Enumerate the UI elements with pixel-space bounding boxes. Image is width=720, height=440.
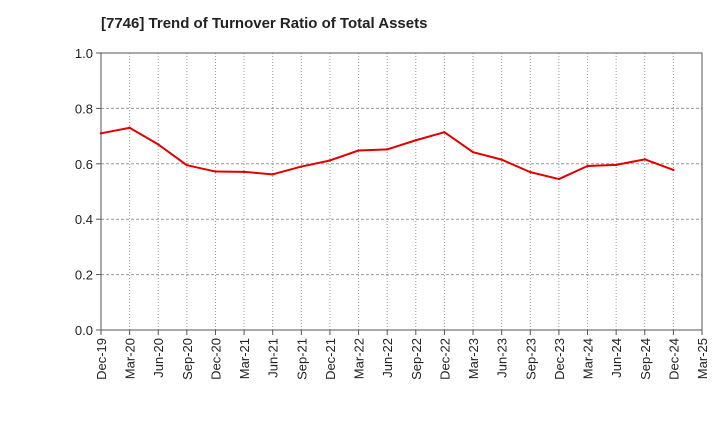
data-point — [99, 132, 103, 135]
x-tick-label: Jun-24 — [609, 338, 624, 378]
plot-frame — [100, 52, 703, 331]
x-tick-label: Dec-23 — [552, 338, 567, 380]
x-tick-label: Sep-24 — [638, 338, 653, 380]
data-point — [128, 126, 131, 129]
x-tick-label: Dec-20 — [208, 338, 223, 380]
x-tick-label: Mar-24 — [581, 338, 596, 379]
x-tick-label: Mar-23 — [466, 338, 481, 379]
x-tick-label: Mar-25 — [695, 338, 710, 379]
data-point — [672, 168, 675, 172]
data-point — [242, 170, 246, 174]
data-point — [357, 149, 360, 152]
data-point — [185, 163, 189, 167]
data-point — [529, 170, 532, 174]
x-tick-label: Sep-21 — [294, 338, 309, 380]
data-point — [643, 158, 646, 161]
data-point — [586, 164, 589, 168]
y-tick-label: 1.0 — [75, 46, 93, 61]
y-tick-label: 0.2 — [75, 268, 93, 283]
data-point — [385, 148, 389, 151]
x-tick-label: Sep-23 — [523, 338, 538, 380]
data-point — [500, 158, 503, 161]
data-point — [443, 131, 446, 134]
y-tick-label: 0.4 — [75, 212, 93, 227]
x-tick-label: Dec-22 — [437, 338, 452, 380]
data-point — [214, 170, 217, 173]
x-tick-label: Dec-19 — [94, 338, 109, 380]
chart-title: [7746] Trend of Turnover Ratio of Total … — [101, 15, 428, 32]
data-point — [557, 177, 561, 181]
data-point — [328, 159, 332, 162]
x-tick-label: Mar-21 — [237, 338, 252, 379]
series-line — [100, 126, 674, 181]
data-point — [471, 150, 475, 154]
data-point — [157, 143, 160, 146]
x-tick-label: Sep-20 — [180, 338, 195, 380]
x-tick-label: Dec-21 — [323, 338, 338, 380]
x-tick-label: Mar-20 — [123, 338, 138, 379]
y-tick-label: 0.6 — [75, 157, 93, 172]
data-point — [300, 165, 303, 168]
data-point — [414, 139, 418, 142]
x-tick-label: Dec-24 — [666, 338, 681, 380]
x-tick-label: Jun-21 — [266, 338, 281, 378]
data-point — [271, 173, 274, 176]
data-point — [614, 163, 618, 167]
y-tick-label: 0.8 — [75, 101, 93, 116]
x-tick-label: Mar-22 — [352, 338, 367, 379]
x-tick-label: Jun-22 — [380, 338, 395, 378]
y-tick-label: 0.0 — [75, 323, 93, 338]
x-tick-label: Jun-23 — [495, 338, 510, 378]
x-tick-label: Jun-20 — [151, 338, 166, 378]
x-tick-label: Sep-22 — [409, 338, 424, 380]
